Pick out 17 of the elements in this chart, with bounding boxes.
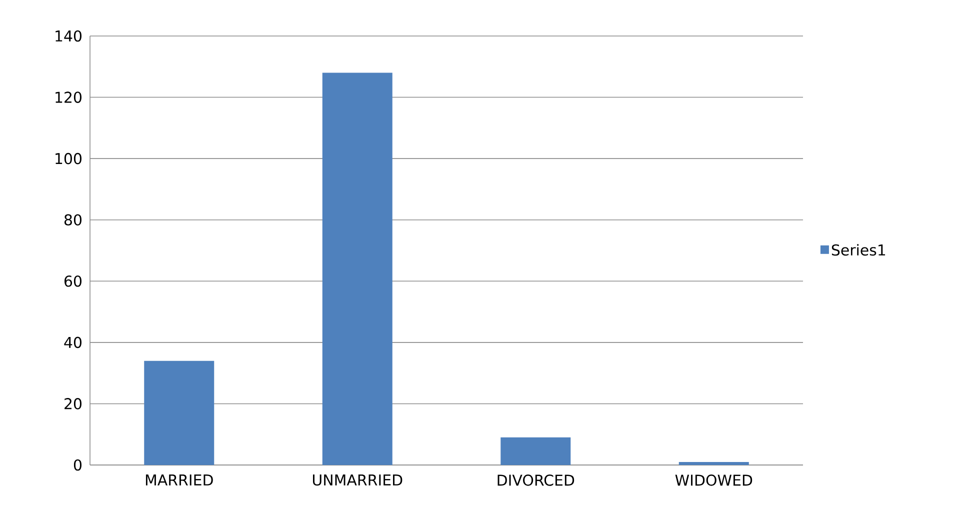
y-tick-label: 40 (64, 336, 82, 348)
y-tick-label: 80 (64, 214, 82, 226)
bar (144, 360, 214, 465)
x-tick-label: UNMARRIED (312, 474, 402, 486)
y-tick-label: 120 (56, 92, 82, 103)
legend-label: Series1 (832, 244, 886, 256)
bar (500, 437, 571, 465)
y-tick-label: 20 (64, 398, 82, 410)
bar (322, 72, 392, 465)
x-tick-label: DIVORCED (498, 474, 574, 486)
y-tick-label: 140 (56, 30, 82, 42)
x-tick-label: MARRIED (146, 474, 213, 486)
y-tick-label: 0 (74, 459, 82, 471)
x-tick-label: WIDOWED (675, 474, 752, 486)
y-tick-label: 100 (56, 152, 82, 164)
bar (678, 462, 749, 465)
y-tick-label: 60 (64, 275, 82, 287)
